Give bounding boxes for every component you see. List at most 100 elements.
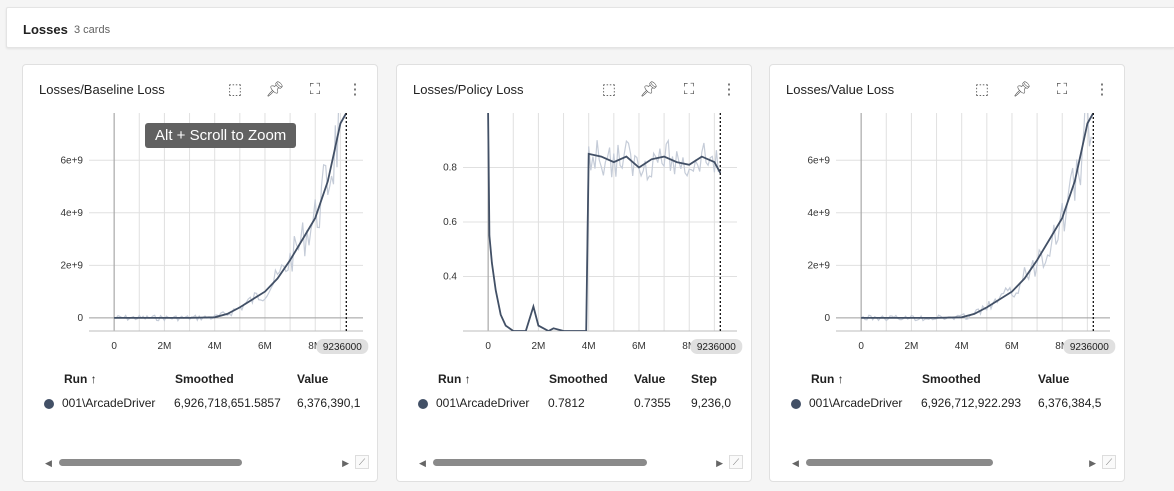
y-tick-label: 0 [824,313,830,324]
step-badge [316,339,369,354]
x-tick-label: 4M [955,341,969,352]
x-tick-label: 4M [208,341,222,352]
card-title: Losses/Policy Loss [413,82,524,97]
scrollbar-thumb[interactable] [806,459,993,466]
series-line [861,113,1095,319]
x-tick-label: 2M [904,341,918,352]
x-tick-label: 2M [531,341,545,352]
x-tick-label: 2M [157,341,171,352]
x-tick-label: 6M [632,341,646,352]
raw-value: 6,376,390,1 [297,396,361,410]
step-badge [1063,339,1116,354]
raw-value: 0.7355 [634,396,671,410]
step-badge-label: 9236000 [1070,342,1109,353]
smoothed-value: 0.7812 [548,396,585,410]
chart-area[interactable]: 0.4 0.6 0.8 0 2M 4M 6M 8M 9236000 [397,111,753,373]
run-color-dot [791,399,801,409]
fit-domain-icon[interactable]: ⬚ [974,81,990,98]
column-header-smoothed[interactable]: Smoothed [175,372,234,386]
column-header-run[interactable]: Run ↑ [64,372,97,386]
y-tick-label: 0.8 [443,163,457,174]
fit-domain-icon[interactable]: ⬚ [601,81,617,98]
scrollbar-thumb[interactable] [59,459,242,466]
x-tick-label: 0 [111,341,117,352]
x-tick-label: 6M [1005,341,1019,352]
y-tick-label: 4e+9 [807,208,830,219]
more-vert-icon[interactable]: ⋮ [1094,81,1110,98]
fullscreen-icon[interactable]: ⛶ [1056,80,1068,98]
y-tick-label: 2e+9 [807,260,830,271]
group-count: 3 cards [74,24,111,36]
x-tick-label: 6M [258,341,272,352]
group-title: Losses [23,22,68,37]
raw-series-line [487,113,719,331]
chart-area[interactable]: 0 2e+9 4e+9 6e+9 0 2M 4M 6M 8M 9236000 [770,111,1126,373]
step-badge [690,339,743,354]
raw-value: 6,376,384,5 [1038,396,1102,410]
data-table: Run ↑ Smoothed Value 001\ArcadeDriver 6,… [23,365,363,425]
series-line [114,113,348,319]
resize-handle-icon[interactable]: ⟋ [729,455,743,469]
horizontal-scrollbar[interactable]: ◀ ▶ [45,457,355,468]
line-chart[interactable]: 0 2e+9 4e+9 6e+9 0 2M 4M 6M 8M 9236000 [23,111,379,373]
scroll-left-icon[interactable]: ◀ [45,458,52,468]
y-tick-label: 0.4 [443,272,457,283]
x-tick-label: 8M [1055,341,1069,352]
series-line [487,113,722,331]
fullscreen-icon[interactable]: ⛶ [309,80,321,98]
column-header-run[interactable]: Run ↑ [438,372,471,386]
resize-handle-icon[interactable]: ⟋ [1102,455,1116,469]
y-tick-label: 2e+9 [60,260,83,271]
y-tick-label: 0 [77,313,83,324]
pin-icon[interactable]: 📌︎ [639,81,659,98]
y-tick-label: 0.6 [443,217,457,228]
run-name: 001\ArcadeDriver [809,396,903,410]
card-title: Losses/Value Loss [786,82,895,97]
more-vert-icon[interactable]: ⋮ [721,81,737,98]
horizontal-scrollbar[interactable]: ◀ ▶ [419,457,729,468]
x-tick-label: 8M [682,341,696,352]
fullscreen-icon[interactable]: ⛶ [683,80,695,98]
run-color-dot [44,399,54,409]
run-name: 001\ArcadeDriver [436,396,530,410]
raw-series-line [860,113,1092,322]
y-tick-label: 4e+9 [60,208,83,219]
more-vert-icon[interactable]: ⋮ [347,81,363,98]
scalar-card: Losses/Policy Loss ⬚ 📌︎ ⛶ ⋮ 0.4 0.6 0.8 0 2M… [396,64,752,482]
resize-handle-icon[interactable]: ⟋ [355,455,369,469]
scroll-left-icon[interactable]: ◀ [792,458,799,468]
column-header-step[interactable]: Step [691,372,718,386]
column-header-smoothed[interactable]: Smoothed [922,372,981,386]
grid [463,113,737,332]
column-header-run[interactable]: Run ↑ [811,372,844,386]
scrollbar-thumb[interactable] [433,459,647,466]
scalar-card: Losses/Baseline Loss ⬚ 📌︎ ⛶ ⋮ 0 2e+9 4e+9 6… [22,64,378,482]
column-header-value[interactable]: Value [1038,372,1070,386]
chart-area[interactable]: 0 2e+9 4e+9 6e+9 0 2M 4M 6M 8M 9236000 [23,111,379,373]
column-header-value[interactable]: Value [634,372,666,386]
scroll-right-icon[interactable]: ▶ [342,458,349,468]
fit-domain-icon[interactable]: ⬚ [227,81,243,98]
scroll-left-icon[interactable]: ◀ [419,458,426,468]
y-tick-label: 6e+9 [807,155,830,166]
scroll-right-icon[interactable]: ▶ [716,458,723,468]
column-header-value[interactable]: Value [297,372,329,386]
data-table: Run ↑ Smoothed Value Step 001\ArcadeDriv… [397,365,737,425]
run-color-dot [418,399,428,409]
grid [836,113,1110,332]
column-header-smoothed[interactable]: Smoothed [549,372,608,386]
scroll-right-icon[interactable]: ▶ [1089,458,1096,468]
group-header[interactable]: Losses 3 cards [6,7,1174,48]
card-title: Losses/Baseline Loss [39,82,165,97]
pin-icon[interactable]: 📌︎ [1012,81,1032,98]
smoothed-value: 6,926,712,922.293 [921,396,1022,410]
step-value: 9,236,0 [691,396,732,410]
line-chart[interactable]: 0.4 0.6 0.8 0 2M 4M 6M 8M 9236000 [397,111,753,373]
line-chart[interactable]: 0 2e+9 4e+9 6e+9 0 2M 4M 6M 8M 9236000 [770,111,1126,373]
step-badge-label: 9236000 [323,342,362,353]
x-tick-label: 0 [858,341,864,352]
pin-icon[interactable]: 📌︎ [265,81,285,98]
run-name: 001\ArcadeDriver [62,396,156,410]
horizontal-scrollbar[interactable]: ◀ ▶ [792,457,1102,468]
y-tick-label: 6e+9 [60,155,83,166]
